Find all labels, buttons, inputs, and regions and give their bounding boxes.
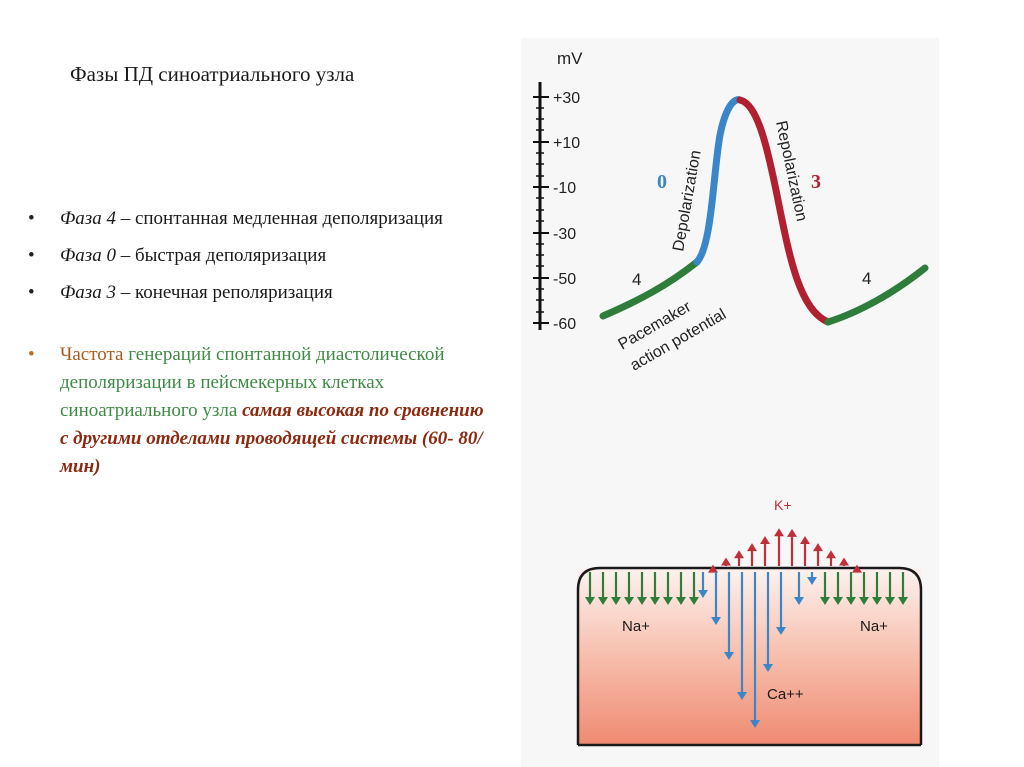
bullet-phase-0: Фаза 0 – быстрая деполяризация [28,242,488,270]
na-arrow [872,572,882,605]
phase-0-curve [693,96,744,266]
axis-ticks [533,96,549,324]
frequency-intro: Частота [60,344,129,365]
tick-label: +10 [553,135,580,152]
k-arrow [760,536,770,566]
sodium-influx-arrows [585,572,908,605]
cell-body [578,568,921,745]
k-arrow [708,564,718,573]
calcium-label: Ca++ [767,686,804,703]
phase-4-left-label: 4 [632,270,641,289]
phase-name: Фаза 0 [60,245,116,266]
phase-description: конечная реполяризация [134,282,333,303]
phase-4-curve-right [824,264,929,326]
ca-arrow [724,572,734,660]
depolarization-label: Depolarization [670,149,705,253]
na-arrow [833,572,843,605]
frequency-subject: генераций спонтанной диастолической депо… [60,344,445,421]
na-arrow [585,572,595,605]
phase-list: Фаза 4 – спонтанная медленная деполяриза… [28,205,488,490]
phase-4-curve-left [599,258,701,320]
ca-arrow [711,572,721,625]
ca-arrow [737,572,747,700]
phase-dash: – [115,245,135,266]
ca-arrow [807,572,817,585]
na-arrow [885,572,895,605]
tick-label: -10 [553,180,576,197]
na-arrow [598,572,608,605]
k-arrow [800,536,810,566]
sodium-left-label: Na+ [622,618,650,635]
na-arrow [611,572,621,605]
na-arrow [859,572,869,605]
calcium-influx-arrows [698,572,817,728]
phase-3-curve [736,96,832,326]
phase-name: Фаза 3 [60,282,116,303]
na-arrow [689,572,699,605]
tick-label: -60 [553,316,576,333]
k-arrow [734,550,744,566]
na-arrow [637,572,647,605]
na-arrow [663,572,673,605]
phase-4-right-label: 4 [862,269,871,288]
tick-labels: +30 +10 -10 -30 -50 -60 [553,90,580,333]
bullet-frequency: Частота генераций спонтанной диастоличес… [28,341,488,481]
cell-membrane [576,566,923,745]
phase-0-label: 0 [657,171,667,193]
k-arrow [852,564,862,573]
potassium-efflux-arrows [708,528,862,573]
ion-flow-diagram: K+ Na+ Na+ Ca++ [576,497,923,747]
unit-label: mV [557,49,583,68]
sodium-right-label: Na+ [860,618,888,635]
ca-arrow [698,572,708,598]
na-arrow [624,572,634,605]
k-arrow [747,543,757,566]
bullet-phase-3: Фаза 3 – конечная реполяризация [28,279,488,307]
ca-arrow [750,572,760,728]
na-arrow [820,572,830,605]
na-arrow [898,572,908,605]
k-arrow [839,557,849,566]
tick-label: +30 [553,90,580,107]
na-arrow [676,572,686,605]
tick-label: -30 [553,226,576,243]
na-arrow [650,572,660,605]
phase-dash: – [115,282,135,303]
phase-3-label: 3 [811,171,821,193]
phase-name: Фаза 4 [60,208,116,229]
phase-description: спонтанная медленная деполяризация [134,208,443,229]
ca-arrow [763,572,773,672]
k-arrow [787,528,797,566]
tick-label: -50 [553,271,576,288]
ca-arrow [776,572,786,635]
k-arrow [813,543,823,566]
action-potential-graph: mV +30 +10 -10 [533,49,929,374]
phase-dash: – [115,208,135,229]
k-arrow [826,550,836,566]
na-arrow [846,572,856,605]
slide-title: Фазы ПД синоатриального узла [70,62,355,86]
ca-arrow [794,572,804,605]
phase-description: быстрая деполяризация [134,245,327,266]
bullet-phase-4: Фаза 4 – спонтанная медленная деполяриза… [28,205,488,233]
frequency-emphasis: самая высокая по сравнению с другими отд… [60,400,484,477]
k-arrow [774,528,784,566]
potassium-label: K+ [774,497,792,513]
k-arrow [721,557,731,566]
